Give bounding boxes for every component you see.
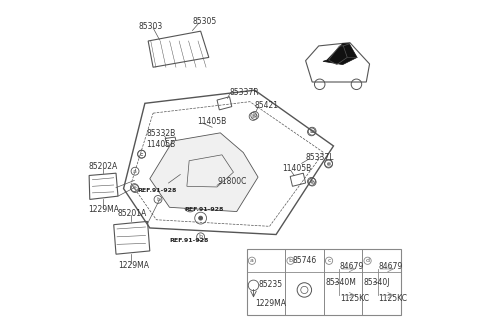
Text: 85337L: 85337L — [306, 153, 334, 162]
Text: 85340J: 85340J — [364, 277, 390, 287]
Text: a: a — [250, 258, 254, 263]
Text: 1125KC: 1125KC — [340, 294, 369, 303]
Text: d: d — [366, 258, 370, 263]
Text: REF.91-928: REF.91-928 — [184, 207, 224, 213]
Text: b: b — [156, 197, 160, 202]
Text: 85303: 85303 — [138, 22, 163, 31]
Text: 85332B: 85332B — [146, 129, 176, 138]
Bar — [247, 249, 401, 315]
Text: e: e — [326, 161, 331, 167]
Text: 11405B: 11405B — [282, 164, 311, 173]
Text: c: c — [140, 152, 144, 157]
Circle shape — [167, 181, 170, 185]
Text: b: b — [288, 258, 292, 263]
Text: 1125KC: 1125KC — [378, 294, 408, 303]
Text: 85421: 85421 — [255, 101, 279, 110]
Text: c: c — [133, 186, 137, 191]
Text: b: b — [310, 179, 314, 185]
Text: 1229MA: 1229MA — [118, 260, 149, 270]
Text: 1229MA: 1229MA — [255, 298, 286, 308]
Text: 84679: 84679 — [378, 262, 403, 272]
Circle shape — [199, 216, 203, 220]
Text: b: b — [310, 179, 313, 184]
Text: b: b — [199, 234, 203, 239]
Text: b: b — [310, 129, 314, 134]
Text: 85746: 85746 — [292, 256, 316, 265]
Text: REF.91-928: REF.91-928 — [138, 188, 177, 194]
Text: REF.91-928: REF.91-928 — [169, 237, 209, 243]
Polygon shape — [150, 133, 258, 212]
Polygon shape — [323, 44, 357, 65]
Text: 91800C: 91800C — [218, 176, 247, 186]
Text: c: c — [140, 152, 144, 157]
Text: c: c — [132, 185, 136, 190]
Circle shape — [172, 194, 176, 198]
Text: 11405B: 11405B — [197, 117, 227, 126]
Text: b: b — [251, 114, 255, 119]
Circle shape — [188, 204, 192, 208]
Text: 1229MA: 1229MA — [88, 205, 120, 215]
Text: 85337R: 85337R — [229, 88, 259, 97]
Text: 84679: 84679 — [340, 262, 364, 272]
Text: a: a — [133, 169, 137, 174]
Text: 11405B: 11405B — [146, 140, 176, 149]
Text: b: b — [253, 113, 257, 118]
Text: c: c — [327, 258, 331, 263]
Text: 85201A: 85201A — [118, 209, 147, 218]
Text: 85202A: 85202A — [88, 162, 118, 171]
Text: e: e — [326, 161, 331, 166]
Text: 85235: 85235 — [258, 280, 283, 289]
Text: b: b — [310, 129, 313, 134]
Text: 85305: 85305 — [192, 17, 216, 26]
Text: 85340M: 85340M — [325, 277, 356, 287]
